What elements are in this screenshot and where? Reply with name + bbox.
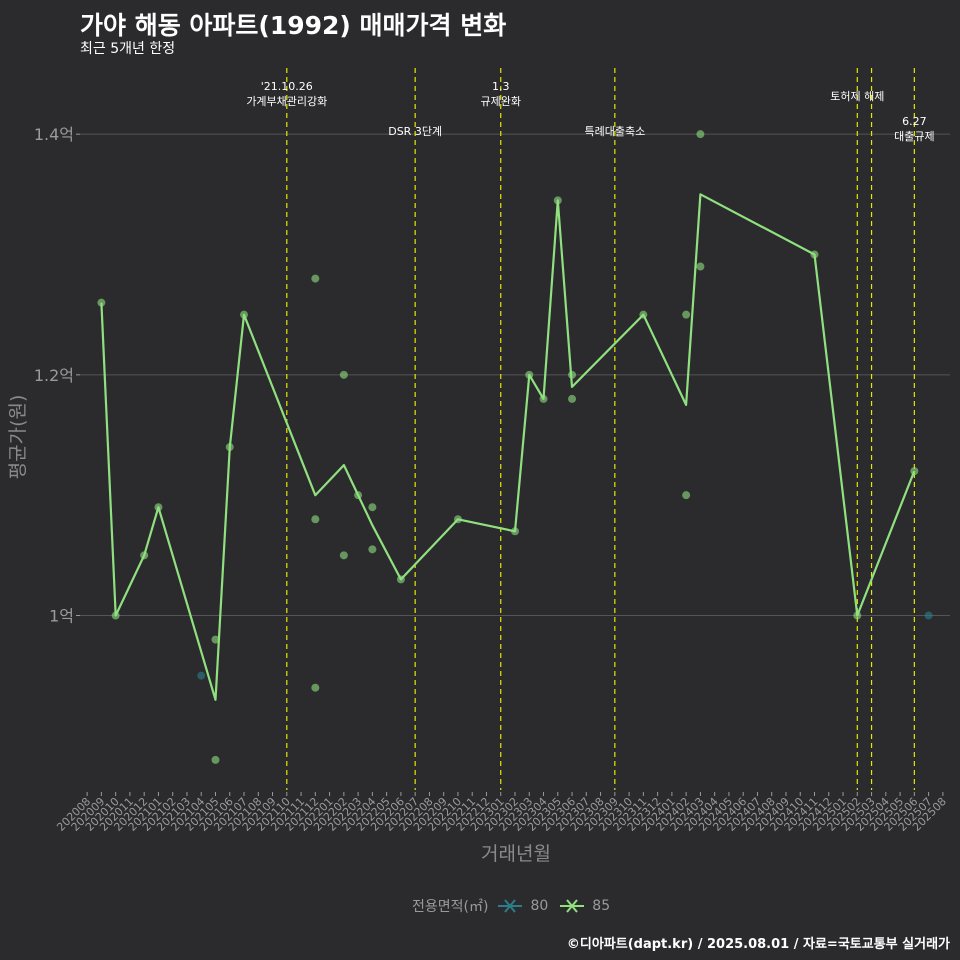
event-label: 토허제 해제 bbox=[830, 89, 884, 103]
legend-title: 전용면적(㎡) bbox=[412, 899, 489, 915]
data-point-85 bbox=[154, 503, 163, 512]
data-point-85 bbox=[211, 755, 220, 764]
data-point-80 bbox=[924, 611, 933, 620]
legend-key-85 bbox=[560, 899, 585, 913]
event-label: 1.3 bbox=[492, 80, 510, 93]
data-point-85 bbox=[111, 611, 120, 620]
event-label: 대출규제 bbox=[894, 130, 934, 143]
legend: 전용면적(㎡) 80 85 bbox=[412, 896, 620, 916]
source-caption: ©디아파트(dapt.kr) / 2025.08.01 / 자료=국토교통부 실… bbox=[566, 937, 950, 952]
legend-key-80 bbox=[498, 899, 523, 913]
data-point-85 bbox=[525, 370, 534, 379]
gridlines bbox=[80, 133, 950, 617]
event-label: '21.10.26 bbox=[261, 80, 313, 93]
legend-item-80: 80 bbox=[496, 896, 548, 916]
chart-title: 가야 해동 아파트(1992) 매매가격 변화 bbox=[80, 11, 507, 40]
data-point-80 bbox=[197, 671, 206, 680]
data-point-85 bbox=[311, 515, 320, 524]
data-point-85 bbox=[696, 130, 705, 139]
data-point-85 bbox=[368, 545, 377, 554]
series-lines bbox=[100, 193, 916, 701]
series-line-85 bbox=[100, 193, 916, 701]
data-point-85 bbox=[211, 635, 220, 644]
y-tick-label: 1.2억 bbox=[34, 366, 74, 385]
y-axis-title: 평균가(원) bbox=[7, 395, 29, 480]
data-point-85 bbox=[396, 575, 405, 584]
data-point-85 bbox=[853, 611, 862, 620]
data-point-85 bbox=[453, 515, 462, 524]
data-point-85 bbox=[368, 503, 377, 512]
data-point-85 bbox=[553, 196, 562, 205]
chart-subtitle: 최근 5개년 한정 bbox=[80, 41, 176, 57]
x-axis-ticks: 2020082020092020102020112020122021012021… bbox=[54, 792, 949, 834]
event-label: 가계부채관리강화 bbox=[246, 95, 327, 108]
data-point-85 bbox=[140, 551, 149, 560]
data-point-85 bbox=[339, 370, 348, 379]
data-point-85 bbox=[696, 262, 705, 271]
data-point-85 bbox=[910, 467, 919, 476]
x-axis-title: 거래년월 bbox=[481, 843, 551, 865]
data-point-85 bbox=[339, 551, 348, 560]
data-point-85 bbox=[568, 370, 577, 379]
data-point-85 bbox=[682, 491, 691, 500]
event-label: 특례대출축소 bbox=[584, 125, 645, 138]
data-point-85 bbox=[639, 310, 648, 319]
data-point-85 bbox=[354, 491, 363, 500]
data-point-85 bbox=[311, 274, 320, 283]
data-points bbox=[97, 130, 933, 764]
data-point-85 bbox=[97, 298, 106, 307]
y-tick-label: 1.4억 bbox=[34, 125, 74, 144]
y-tick-label: 1억 bbox=[49, 607, 74, 626]
data-point-85 bbox=[539, 394, 548, 403]
legend-item-85: 85 bbox=[558, 896, 610, 916]
data-point-85 bbox=[682, 310, 691, 319]
legend-label-80: 80 bbox=[530, 898, 549, 914]
data-point-85 bbox=[568, 394, 577, 403]
event-label: 6.27 bbox=[902, 115, 927, 128]
event-label: DSR 3단계 bbox=[388, 125, 442, 138]
data-point-85 bbox=[810, 250, 819, 259]
event-label: 규제완화 bbox=[480, 95, 520, 108]
data-point-85 bbox=[311, 683, 320, 692]
legend-label-85: 85 bbox=[592, 898, 611, 914]
data-point-85 bbox=[511, 527, 519, 536]
y-axis-ticks: 1억 1.2억 1.4억 bbox=[34, 125, 80, 626]
data-point-85 bbox=[240, 310, 249, 319]
data-point-85 bbox=[225, 443, 234, 452]
